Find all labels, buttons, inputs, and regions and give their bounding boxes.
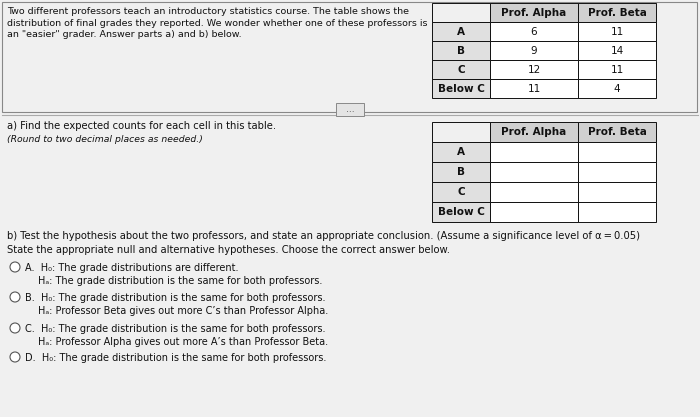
Text: ...: ... — [346, 105, 354, 114]
Circle shape — [10, 292, 20, 302]
Text: a) Find the expected counts for each cell in this table.: a) Find the expected counts for each cel… — [7, 121, 276, 131]
Text: A.  H₀: The grade distributions are different.: A. H₀: The grade distributions are diffe… — [25, 263, 239, 273]
Bar — [490, 162, 578, 182]
Bar — [432, 79, 490, 98]
Text: 11: 11 — [610, 65, 624, 75]
Bar — [432, 122, 490, 142]
Text: D.  H₀: The grade distribution is the same for both professors.: D. H₀: The grade distribution is the sam… — [25, 353, 326, 363]
Bar — [432, 41, 490, 60]
Bar — [432, 162, 490, 182]
Text: A: A — [457, 147, 465, 157]
Bar — [336, 103, 364, 116]
Text: 9: 9 — [531, 45, 538, 55]
Bar — [432, 182, 490, 202]
Bar — [490, 22, 578, 41]
Text: distribution of final grades they reported. We wonder whether one of these profe: distribution of final grades they report… — [7, 18, 428, 28]
Text: Prof. Alpha: Prof. Alpha — [501, 8, 566, 18]
Bar — [490, 142, 578, 162]
Bar — [578, 79, 656, 98]
Text: Prof. Beta: Prof. Beta — [587, 8, 646, 18]
Bar — [490, 3, 578, 22]
Bar — [578, 60, 656, 79]
Text: Hₐ: The grade distribution is the same for both professors.: Hₐ: The grade distribution is the same f… — [38, 276, 323, 286]
Bar — [578, 202, 656, 222]
Bar — [432, 22, 490, 41]
Bar — [578, 182, 656, 202]
Text: 12: 12 — [527, 65, 540, 75]
Text: State the appropriate null and alternative hypotheses. Choose the correct answer: State the appropriate null and alternati… — [7, 245, 450, 255]
Text: A: A — [457, 27, 465, 37]
Bar — [432, 202, 490, 222]
Text: (Round to two decimal places as needed.): (Round to two decimal places as needed.) — [7, 135, 203, 144]
Text: Two different professors teach an introductory statistics course. The table show: Two different professors teach an introd… — [7, 7, 409, 16]
Text: 6: 6 — [531, 27, 538, 37]
Bar — [490, 202, 578, 222]
Bar — [578, 22, 656, 41]
Bar — [432, 3, 490, 22]
Bar — [578, 142, 656, 162]
Bar — [490, 122, 578, 142]
Text: C.  H₀: The grade distribution is the same for both professors.: C. H₀: The grade distribution is the sam… — [25, 324, 326, 334]
Bar — [578, 41, 656, 60]
Text: B.  H₀: The grade distribution is the same for both professors.: B. H₀: The grade distribution is the sam… — [25, 293, 326, 303]
Bar — [578, 162, 656, 182]
Bar — [490, 182, 578, 202]
Circle shape — [10, 262, 20, 272]
Text: b) Test the hypothesis about the two professors, and state an appropriate conclu: b) Test the hypothesis about the two pro… — [7, 231, 640, 241]
Text: an "easier" grader. Answer parts a) and b) below.: an "easier" grader. Answer parts a) and … — [7, 30, 241, 39]
Text: Prof. Alpha: Prof. Alpha — [501, 127, 566, 137]
Circle shape — [10, 352, 20, 362]
Text: Prof. Beta: Prof. Beta — [587, 127, 646, 137]
Bar — [2, 2, 697, 112]
Text: 14: 14 — [610, 45, 624, 55]
Text: 11: 11 — [610, 27, 624, 37]
Text: Hₐ: Professor Alpha gives out more A’s than Professor Beta.: Hₐ: Professor Alpha gives out more A’s t… — [38, 337, 328, 347]
Text: 11: 11 — [527, 83, 540, 93]
Text: Hₐ: Professor Beta gives out more C’s than Professor Alpha.: Hₐ: Professor Beta gives out more C’s th… — [38, 306, 328, 316]
Bar — [490, 41, 578, 60]
Bar — [432, 142, 490, 162]
Text: 4: 4 — [614, 83, 620, 93]
Bar — [578, 3, 656, 22]
Text: C: C — [457, 187, 465, 197]
Bar — [578, 122, 656, 142]
Bar — [432, 60, 490, 79]
Text: Below C: Below C — [438, 207, 484, 217]
Text: Below C: Below C — [438, 83, 484, 93]
Text: B: B — [457, 167, 465, 177]
Bar — [490, 79, 578, 98]
Text: C: C — [457, 65, 465, 75]
Bar — [490, 60, 578, 79]
Circle shape — [10, 323, 20, 333]
Text: B: B — [457, 45, 465, 55]
